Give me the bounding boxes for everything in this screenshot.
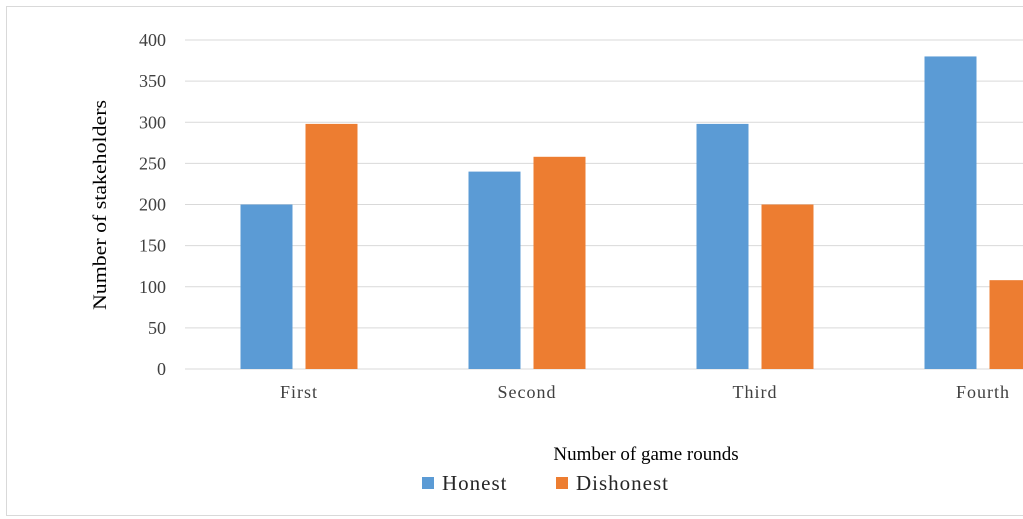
bar-dishonest-second	[533, 156, 586, 369]
y-axis-ticks: 0 50 100 150 200 250 300 350 400	[139, 30, 166, 379]
legend-label-dishonest: Dishonest	[576, 471, 669, 495]
legend-swatch-dishonest	[556, 477, 568, 489]
y-tick-label: 50	[148, 318, 166, 338]
y-tick-label: 300	[139, 112, 166, 132]
bar-honest-fourth	[924, 56, 977, 369]
legend-swatch-honest	[422, 477, 434, 489]
legend-label-honest: Honest	[442, 471, 508, 495]
x-tick-label: Fourth	[956, 382, 1010, 402]
bar-honest-second	[468, 171, 521, 369]
x-axis-ticks: First Second Third Fourth	[280, 382, 1010, 402]
bar-dishonest-first	[305, 123, 358, 370]
y-tick-label: 0	[157, 359, 166, 379]
bars	[240, 56, 1023, 370]
x-tick-label: Second	[498, 382, 557, 402]
y-tick-label: 350	[139, 71, 166, 91]
bar-honest-third	[696, 123, 749, 370]
bar-dishonest-third	[761, 204, 814, 369]
y-tick-label: 250	[139, 153, 166, 173]
x-tick-label: First	[280, 382, 318, 402]
y-tick-label: 200	[139, 195, 166, 215]
bar-dishonest-fourth	[989, 280, 1023, 369]
legend: Honest Dishonest	[422, 471, 669, 495]
y-tick-label: 150	[139, 236, 166, 256]
y-axis-title: Number of stakeholders	[90, 100, 111, 310]
y-tick-label: 400	[139, 30, 166, 50]
y-tick-label: 100	[139, 277, 166, 297]
x-axis-title: Number of game rounds	[553, 444, 738, 465]
bar-honest-first	[240, 204, 293, 369]
x-tick-label: Third	[733, 382, 778, 402]
